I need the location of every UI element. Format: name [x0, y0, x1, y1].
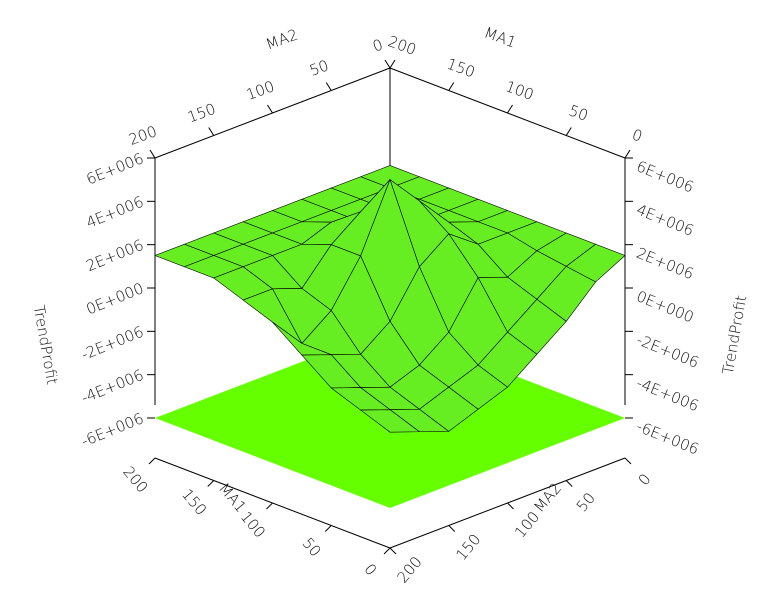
x-tick-label: 200 [119, 463, 151, 497]
x-tick-label: 150 [444, 55, 477, 82]
axis-title: TrendProfit [719, 294, 751, 376]
axis-title: MA2 [263, 25, 300, 53]
x-tick [383, 547, 391, 555]
x-tick [324, 525, 332, 532]
x-tick [389, 59, 396, 69]
y-tick [384, 59, 391, 69]
z-tick-label: 0E+000 [634, 287, 697, 326]
y-tick [325, 82, 332, 91]
x-tick-label: 100 [503, 77, 536, 104]
x-tick-label: 0 [630, 125, 645, 145]
y-tick [267, 104, 273, 114]
x-tick-label: 0 [360, 560, 380, 579]
y-tick [624, 457, 632, 465]
y-tick-label: 0 [370, 35, 385, 55]
x-tick-label: 50 [299, 534, 325, 560]
y-tick-label: 100 [511, 508, 543, 542]
x-tick-label: 50 [566, 101, 590, 124]
x-tick-label: 150 [178, 485, 210, 519]
z-tick-label: 4E+006 [84, 193, 147, 232]
y-tick [565, 480, 573, 487]
x-tick [207, 480, 215, 487]
y-tick [389, 547, 397, 555]
z-tick-label: 0E+000 [84, 279, 147, 318]
z-tick-label: -2E+006 [634, 331, 702, 372]
x-tick [624, 149, 631, 159]
axis-title: TrendProfit [30, 304, 62, 386]
x-tick [266, 502, 273, 510]
z-tick-label: 2E+006 [84, 236, 147, 275]
x-tick [565, 127, 572, 136]
y-tick-label: 150 [185, 100, 218, 127]
y-tick-label: 50 [307, 56, 331, 79]
x-tick [448, 82, 455, 91]
z-tick-label: -2E+006 [79, 323, 147, 364]
y-tick-label: 0 [635, 470, 655, 489]
y-tick [149, 149, 156, 159]
y-tick [208, 127, 215, 136]
y-tick [507, 502, 514, 510]
y-tick-label: 200 [394, 553, 426, 587]
y-tick-label: 150 [452, 530, 484, 564]
x-tick-label: 100 [237, 508, 269, 542]
y-tick-label: 50 [573, 489, 599, 515]
axis-title: MA1 [482, 23, 519, 51]
z-tick-label: 6E+006 [84, 149, 147, 188]
z-tick-label: -6E+006 [634, 417, 702, 458]
z-tick-label: -4E+006 [79, 366, 147, 407]
z-tick-label: 4E+006 [634, 201, 697, 240]
y-tick [448, 525, 456, 532]
z-tick-label: -6E+006 [79, 409, 147, 450]
z-tick-label: -4E+006 [634, 374, 702, 415]
x-tick-label: 200 [386, 32, 419, 59]
y-tick-label: 100 [244, 77, 277, 104]
z-tick-label: 2E+006 [634, 244, 697, 283]
z-tick-label: 6E+006 [634, 157, 697, 196]
surface-cell [359, 409, 421, 433]
x-tick [507, 104, 513, 114]
axis-title: MA1 [215, 479, 250, 516]
y-tick-label: 200 [126, 122, 159, 149]
x-tick [148, 457, 156, 465]
axis-title: MA2 [530, 479, 565, 516]
